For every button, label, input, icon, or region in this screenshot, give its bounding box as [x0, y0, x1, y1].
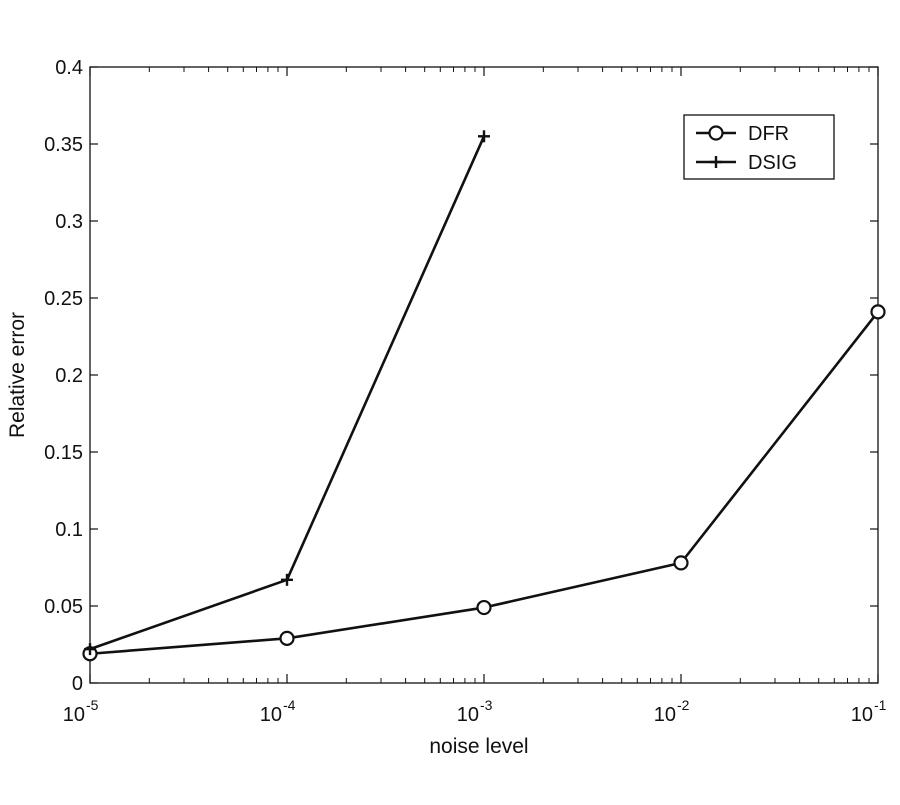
x-tick-label-base: 10 — [260, 704, 282, 726]
y-tick-label: 0.25 — [44, 288, 83, 310]
x-tick-label-base: 10 — [457, 704, 479, 726]
legend-swatch-marker — [708, 125, 724, 141]
x-tick-label-exponent: -4 — [283, 697, 296, 713]
series-dfr-point — [476, 599, 492, 616]
series-dfr-point — [279, 630, 295, 646]
x-tick-label-exponent: -2 — [677, 697, 690, 713]
y-tick-label: 0.35 — [44, 134, 83, 156]
x-tick-label-exponent: -5 — [86, 697, 99, 713]
x-tick-label-base: 10 — [654, 704, 676, 726]
legend-item-dsig: DSIG — [696, 152, 797, 174]
y-tick-label: 0.05 — [44, 596, 83, 618]
legend: DFR DSIG — [683, 114, 835, 180]
y-axis-label: Relative error — [6, 312, 29, 438]
legend-label: DSIG — [748, 152, 797, 174]
x-tick-label: 10 -3 — [457, 697, 493, 726]
x-tick-label: 10 -5 — [63, 697, 99, 726]
x-tick-label-base: 10 — [851, 704, 873, 726]
series-dfr — [82, 304, 886, 662]
series-dsig — [84, 130, 490, 656]
legend-box — [683, 114, 835, 180]
x-tick-label: 10 -4 — [260, 697, 296, 726]
y-tick-label: 0.2 — [55, 365, 83, 387]
y-tick-label: 0.4 — [55, 57, 83, 79]
x-tick-label: 10 -1 — [851, 697, 887, 726]
series-dsig-point — [84, 643, 96, 656]
series-dsig-point — [281, 573, 293, 586]
x-tick-label: 10 -2 — [654, 697, 690, 726]
x-axis-label: noise level — [429, 735, 528, 758]
x-tick-label-exponent: -3 — [480, 697, 493, 713]
y-tick-label: 0.1 — [55, 519, 83, 541]
series-dfr-point — [673, 555, 689, 571]
series-dsig-line — [89, 135, 486, 651]
series-dsig-point — [478, 130, 490, 143]
y-tick-label: 0.15 — [44, 442, 83, 464]
series-dfr-point — [870, 304, 886, 320]
legend-item-dfr: DFR — [696, 123, 789, 145]
y-tick-label: 0 — [72, 673, 83, 695]
plot-layer: 00.050.10.150.20.250.30.350.410 -5 10 -4 10-… — [6, 57, 887, 758]
x-tick-label-base: 10 — [63, 704, 85, 726]
legend-label: DFR — [748, 123, 789, 145]
x-tick-label-exponent: -1 — [874, 697, 887, 713]
legend-swatch-marker — [710, 156, 722, 168]
y-tick-label: 0.3 — [55, 211, 83, 233]
